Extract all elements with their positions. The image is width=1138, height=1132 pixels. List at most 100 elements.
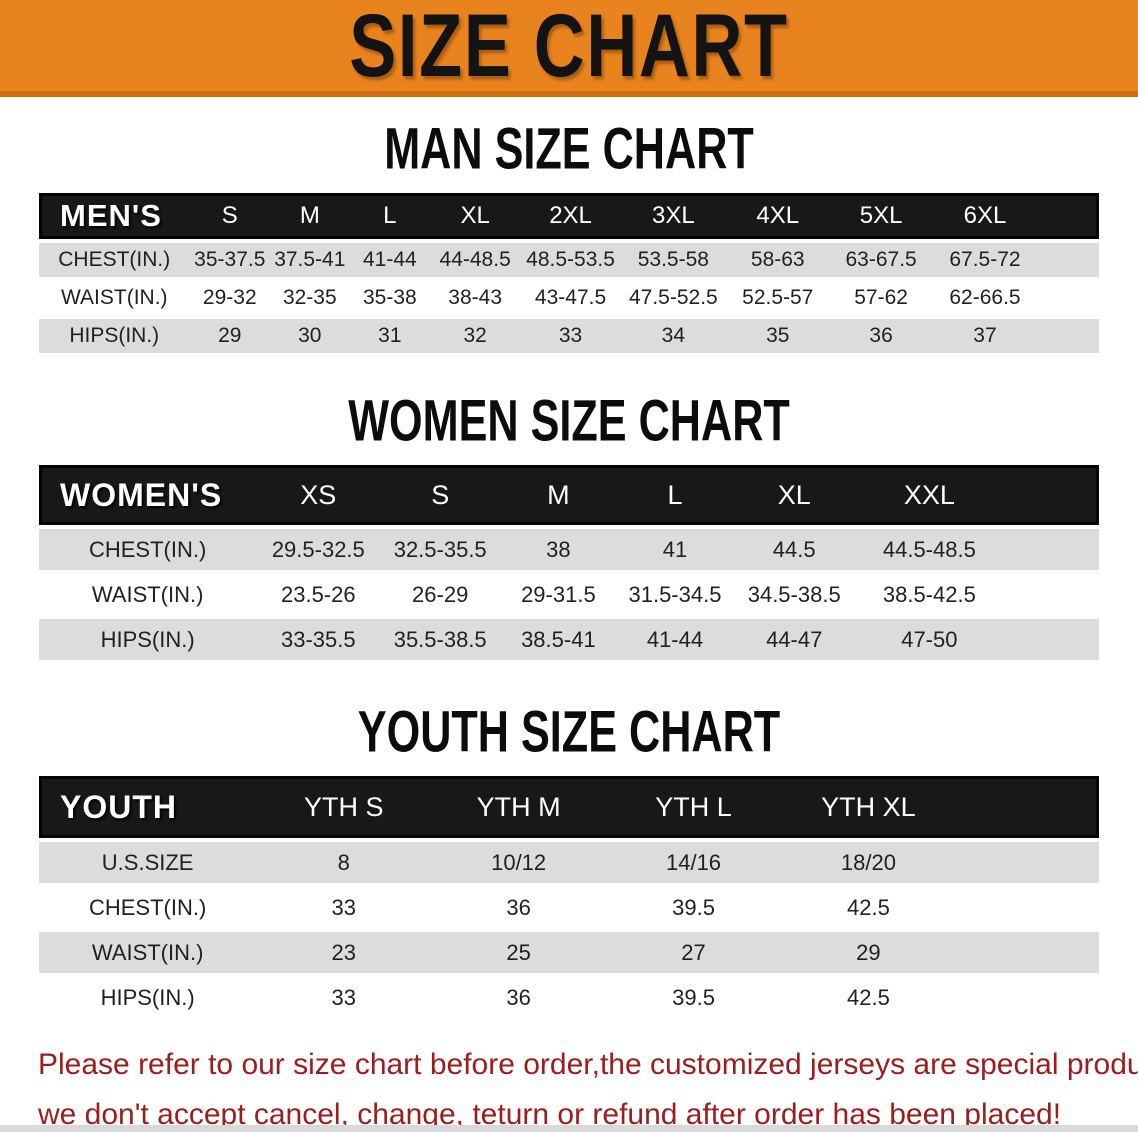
disclaimer: Please refer to our size chart before or…	[38, 1040, 1138, 1132]
row-label: CHEST(IN.)	[39, 243, 190, 277]
size-value-cell: 33	[520, 319, 621, 353]
size-value-cell: 18/20	[780, 842, 956, 883]
men-section-heading: MAN SIZE CHART	[384, 116, 754, 182]
size-value-cell: 32-35	[270, 281, 350, 315]
table-row: WAIST(IN.) 23.5-26 26-29 29-31.5 31.5-34.5 34…	[39, 574, 1099, 615]
size-value-cell: 67.5-72	[932, 243, 1038, 277]
size-value-cell: 31	[349, 319, 431, 353]
table-title: WOMEN'S	[39, 465, 257, 525]
size-value-cell: 44-48.5	[430, 243, 521, 277]
size-chart-content: MAN SIZE CHART MEN'S S M L XL 2XL 3XL 4XL 5XL 6XL…	[0, 116, 1138, 1132]
size-value-cell: 63-67.5	[829, 243, 933, 277]
size-value-cell: 41	[616, 529, 734, 570]
size-column-header: L	[349, 193, 431, 239]
size-value-cell: 57-62	[829, 281, 933, 315]
row-filler	[1003, 574, 1099, 615]
row-filler	[1037, 319, 1099, 353]
size-value-cell: 14/16	[606, 842, 781, 883]
row-label: WAIST(IN.)	[39, 932, 257, 973]
header-filler	[1003, 465, 1099, 525]
size-column-header: M	[500, 465, 617, 525]
row-label: CHEST(IN.)	[39, 887, 257, 928]
size-column-header: YTH M	[431, 776, 607, 838]
size-column-header: 5XL	[829, 193, 933, 239]
size-value-cell: 47.5-52.5	[620, 281, 726, 315]
size-value-cell: 58-63	[725, 243, 830, 277]
section-women: WOMEN SIZE CHART WOMEN'S XS S M L XL XXL CHEST(…	[0, 388, 1138, 664]
size-value-cell: 48.5-53.5	[520, 243, 621, 277]
size-column-header: XS	[256, 465, 381, 525]
size-value-cell: 25	[431, 932, 607, 973]
table-header-row: MEN'S S M L XL 2XL 3XL 4XL 5XL 6XL	[39, 193, 1099, 239]
bottom-edge-strip	[0, 1125, 1138, 1132]
size-column-header: XL	[733, 465, 856, 525]
size-column-header: L	[616, 465, 734, 525]
size-column-header: S	[189, 193, 271, 239]
row-filler	[1037, 281, 1099, 315]
size-value-cell: 36	[431, 887, 607, 928]
size-value-cell: 44.5	[733, 529, 856, 570]
page-title: SIZE CHART	[349, 0, 789, 96]
table-row: HIPS(IN.) 29 30 31 32 33 34 35 36 37	[39, 319, 1099, 353]
table-header-row: WOMEN'S XS S M L XL XXL	[39, 465, 1099, 525]
size-value-cell: 33	[256, 887, 432, 928]
size-value-cell: 35-38	[349, 281, 431, 315]
row-label: HIPS(IN.)	[39, 977, 257, 1018]
size-column-header: 6XL	[932, 193, 1038, 239]
size-column-header: YTH S	[256, 776, 432, 838]
size-value-cell: 39.5	[606, 977, 781, 1018]
size-value-cell: 38	[500, 529, 617, 570]
size-value-cell: 8	[256, 842, 432, 883]
row-filler	[955, 977, 1099, 1018]
header-filler	[1037, 193, 1099, 239]
size-value-cell: 35-37.5	[189, 243, 271, 277]
size-column-header: YTH L	[606, 776, 781, 838]
row-label: HIPS(IN.)	[39, 319, 190, 353]
size-value-cell: 27	[606, 932, 781, 973]
table-header-row: YOUTH YTH S YTH M YTH L YTH XL	[39, 776, 1099, 838]
size-column-header: 4XL	[725, 193, 830, 239]
size-value-cell: 26-29	[380, 574, 501, 615]
size-value-cell: 23.5-26	[256, 574, 381, 615]
size-value-cell: 23	[256, 932, 432, 973]
table-title: MEN'S	[39, 193, 190, 239]
row-filler	[955, 842, 1099, 883]
row-label: HIPS(IN.)	[39, 619, 257, 660]
size-value-cell: 39.5	[606, 887, 781, 928]
size-value-cell: 34	[620, 319, 726, 353]
row-filler	[1003, 529, 1099, 570]
row-label: U.S.SIZE	[39, 842, 257, 883]
size-value-cell: 37.5-41	[270, 243, 350, 277]
size-value-cell: 35	[725, 319, 830, 353]
row-label: WAIST(IN.)	[39, 574, 257, 615]
size-value-cell: 36	[431, 977, 607, 1018]
size-column-header: XL	[430, 193, 521, 239]
table-row: CHEST(IN.) 35-37.5 37.5-41 41-44 44-48.5 48.5…	[39, 243, 1099, 277]
size-value-cell: 38-43	[430, 281, 521, 315]
women-size-table: WOMEN'S XS S M L XL XXL CHEST(IN.) 29.5-32.5 32.5…	[39, 461, 1099, 664]
size-value-cell: 29-32	[189, 281, 271, 315]
size-value-cell: 33-35.5	[256, 619, 381, 660]
size-value-cell: 47-50	[855, 619, 1004, 660]
size-value-cell: 35.5-38.5	[380, 619, 501, 660]
size-value-cell: 32.5-35.5	[380, 529, 501, 570]
size-value-cell: 42.5	[780, 977, 956, 1018]
row-filler	[1003, 619, 1099, 660]
size-value-cell: 44-47	[733, 619, 856, 660]
size-value-cell: 53.5-58	[620, 243, 726, 277]
row-label: WAIST(IN.)	[39, 281, 190, 315]
size-value-cell: 41-44	[616, 619, 734, 660]
size-value-cell: 52.5-57	[725, 281, 830, 315]
table-row: CHEST(IN.) 33 36 39.5 42.5	[39, 887, 1099, 928]
women-section-heading: WOMEN SIZE CHART	[348, 388, 790, 454]
size-column-header: 2XL	[520, 193, 621, 239]
header-filler	[955, 776, 1099, 838]
size-value-cell: 33	[256, 977, 432, 1018]
size-value-cell: 41-44	[349, 243, 431, 277]
row-filler	[955, 932, 1099, 973]
table-row: HIPS(IN.) 33-35.5 35.5-38.5 38.5-41 41-44 44-…	[39, 619, 1099, 660]
size-value-cell: 10/12	[431, 842, 607, 883]
section-youth: YOUTH SIZE CHART YOUTH YTH S YTH M YTH L YTH…	[0, 702, 1138, 1022]
table-row: HIPS(IN.) 33 36 39.5 42.5	[39, 977, 1099, 1018]
